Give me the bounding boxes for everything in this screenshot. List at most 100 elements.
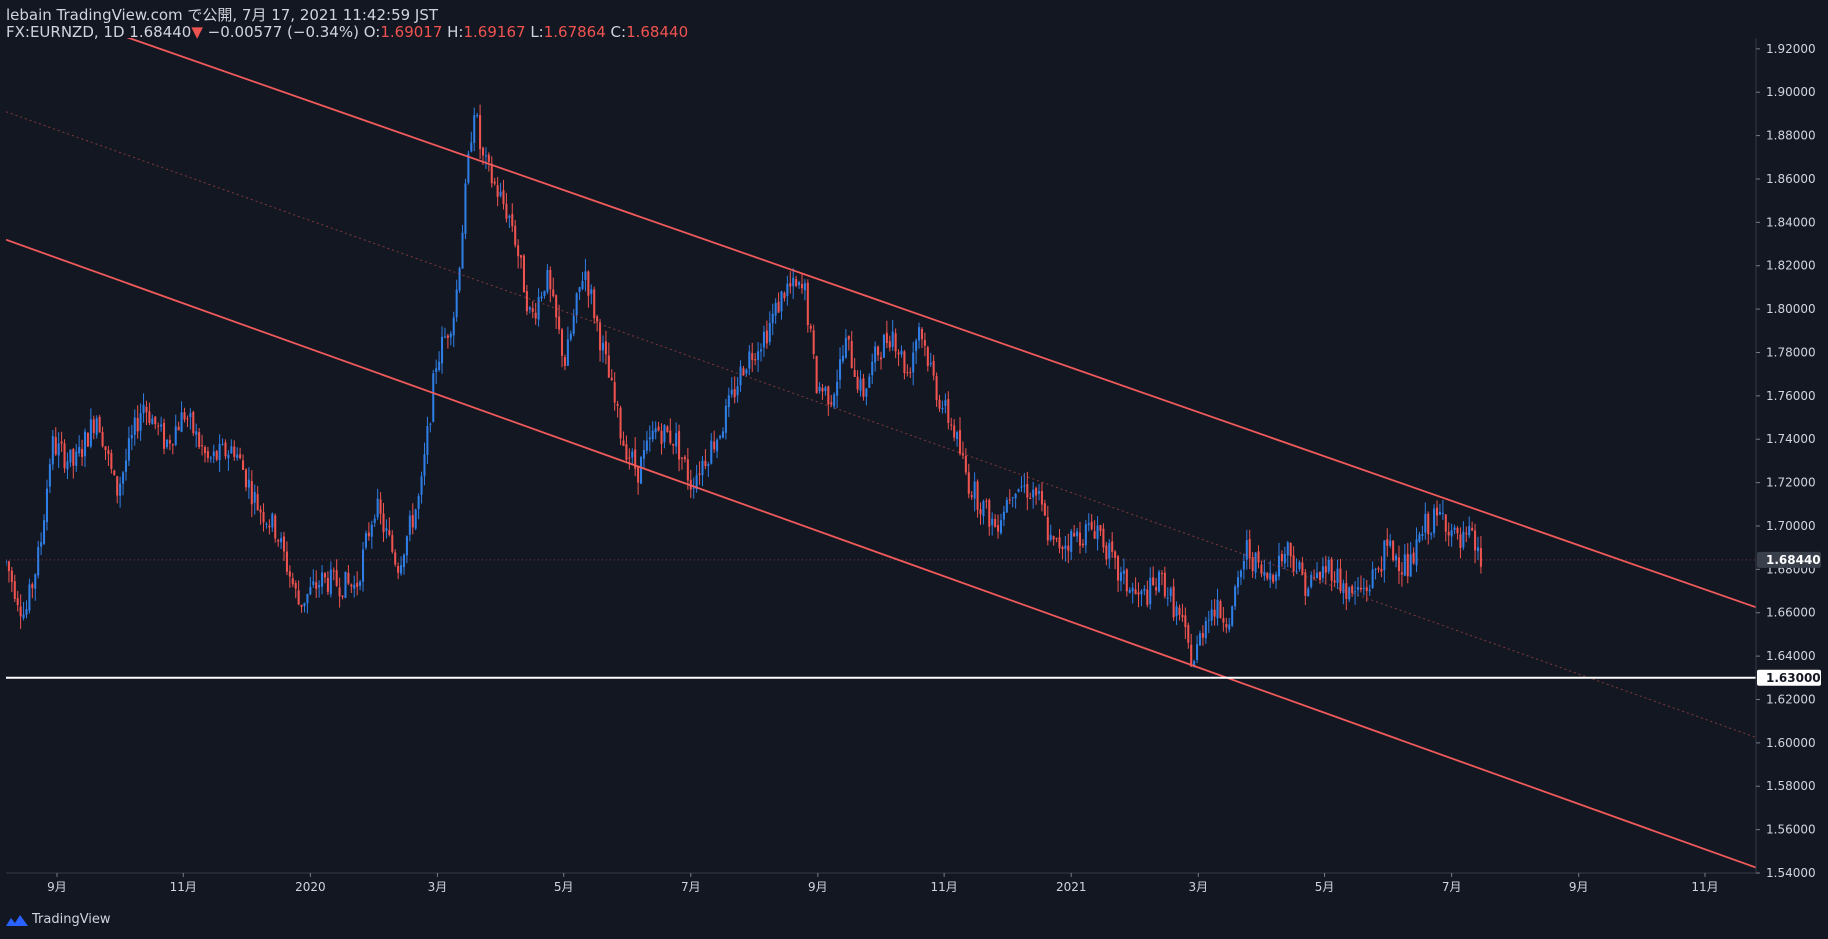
x-tick-label: 2021 [1056,880,1087,894]
candle-up [119,476,122,508]
candle-down [1260,560,1263,578]
candle-up [663,424,666,449]
candle-down [31,582,34,599]
candle-body [414,509,417,529]
candle-body [964,455,967,473]
candle-body [522,255,526,293]
plot-area [6,38,1756,869]
candle-up [1263,559,1266,581]
candle-down [1172,578,1175,621]
candle-down [660,423,663,455]
candle-body [1333,580,1336,583]
candle-body [402,554,406,568]
candle-down [86,431,89,447]
candle-down [806,279,809,333]
candle-body [926,347,929,367]
candle-down [285,541,288,576]
candle-down [203,445,207,463]
candle-down [1289,542,1292,568]
candle-body [309,586,312,595]
candle-body [953,425,956,438]
y-tick-label: 1.84000 [1766,215,1816,229]
candle-body [809,325,812,329]
candle-down [1351,584,1354,597]
candle-body [654,428,657,433]
candle-up [1269,560,1272,588]
candle-body [1307,588,1310,597]
y-tick-label: 1.54000 [1766,866,1816,880]
candle-body [432,373,435,422]
candle-body [1102,528,1105,548]
candle-body [277,540,280,542]
candle-body [1055,538,1058,540]
candle-body [221,444,224,446]
candle-body [1263,571,1266,576]
candle-body [1474,530,1477,551]
candle-down [964,448,967,475]
candle-down [628,448,631,470]
candle-body [116,476,119,496]
candle-body [894,333,897,352]
candle-up [1002,505,1005,527]
candle-up [1210,599,1213,626]
footer-brand[interactable]: TradingView [6,912,111,927]
candle-body [879,357,883,360]
candle-down [1201,625,1204,646]
candle-body [736,386,739,396]
candle-body [590,289,593,295]
candle-body [1038,491,1041,494]
candle-body [321,572,324,587]
candle-up [721,427,724,439]
candle-down [168,434,171,451]
candle-body [60,441,63,444]
candle-down [1435,500,1439,526]
y-tick-label: 1.92000 [1766,42,1816,56]
candle-body [844,337,847,358]
candle-down [1219,599,1222,619]
candle-body [663,425,666,443]
candle-body [891,331,894,347]
candle-up [865,387,868,406]
candle-up [1216,588,1219,626]
candle-down [979,502,982,525]
candle-body [16,598,19,606]
candle-down [1187,622,1190,649]
candle-body [1392,540,1395,561]
candle-body [669,430,672,443]
candle-down [277,538,280,547]
candle-down [625,435,628,463]
open-label: O: [363,23,381,41]
candle-down [713,430,716,453]
candle-down [1067,533,1070,564]
candle-body [148,411,151,423]
candle-down [297,580,300,606]
candle-up [1020,476,1023,492]
candle-down [888,335,891,352]
candle-body [850,341,853,368]
candle-body [370,524,373,537]
candle-body [1067,545,1070,551]
channel-lower-line [6,238,1756,869]
candle-body [792,277,795,287]
candle-up [1166,587,1169,607]
candle-up [230,439,233,454]
candle-up [991,512,994,536]
candle-body [473,115,476,143]
candle-body [1301,562,1304,575]
candle-body [517,245,520,257]
candle-down [967,463,970,499]
candle-down [622,431,625,447]
candle-body [367,532,370,537]
candle-body [885,332,888,344]
candle-body [209,457,212,459]
candle-down [847,335,850,351]
candle-body [853,369,856,377]
candle-down [347,564,350,586]
candle-body [63,443,66,469]
candle-body [675,432,678,447]
candle-body [493,181,496,184]
candle-up [221,438,224,446]
candle-down [531,301,534,319]
candle-up [57,432,60,468]
